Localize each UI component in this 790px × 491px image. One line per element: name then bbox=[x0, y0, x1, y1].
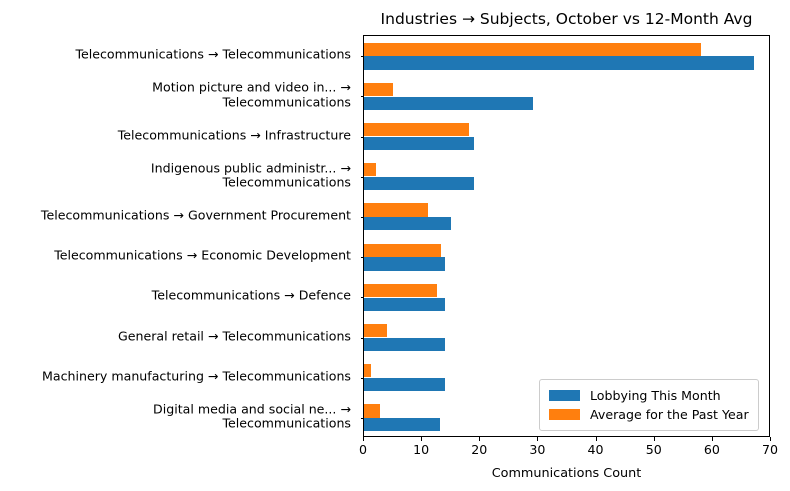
y-tick-mark bbox=[360, 417, 364, 419]
y-tick-label: Indigenous public administr... → Telecom… bbox=[150, 160, 351, 190]
x-tick-label: 20 bbox=[471, 442, 488, 457]
y-tick-label: Motion picture and video in... → Telecom… bbox=[152, 79, 351, 110]
x-tick-mark bbox=[653, 437, 655, 441]
x-tick-label: 30 bbox=[529, 442, 546, 457]
bar-average-past-year bbox=[364, 283, 437, 297]
bar-lobbying-this-month bbox=[364, 56, 754, 70]
bar-lobbying-this-month bbox=[364, 136, 475, 150]
x-tick-mark bbox=[421, 437, 423, 441]
x-tick-label: 70 bbox=[761, 442, 779, 457]
bar-lobbying-this-month bbox=[364, 378, 446, 392]
bar-lobbying-this-month bbox=[364, 257, 446, 271]
legend-swatch-icon bbox=[549, 390, 580, 401]
bar-average-past-year bbox=[364, 404, 380, 418]
y-tick-label: Machinery manufacturing → Telecommunicat… bbox=[41, 368, 351, 384]
y-tick-label: Telecommunications → Defence bbox=[151, 288, 351, 303]
y-axis-labels: Telecommunications → Telecommunications M… bbox=[0, 35, 357, 437]
bar-average-past-year bbox=[364, 123, 469, 137]
x-tick-label: 40 bbox=[587, 442, 604, 457]
y-tick-label: Telecommunications → Government Procurem… bbox=[40, 207, 351, 223]
y-tick-mark bbox=[360, 257, 364, 259]
x-tick-mark bbox=[711, 437, 713, 441]
y-tick-mark bbox=[360, 56, 364, 58]
y-tick-label: Digital media and social ne... → Telecom… bbox=[153, 401, 351, 431]
x-tick-mark bbox=[595, 437, 597, 441]
x-tick-label: 0 bbox=[358, 442, 368, 457]
x-tick-mark bbox=[479, 437, 481, 441]
chart-title: Industries → Subjects, October vs 12-Mon… bbox=[380, 10, 753, 28]
x-tick-label: 60 bbox=[703, 442, 720, 457]
y-tick-mark bbox=[360, 136, 364, 138]
y-tick-label: Telecommunications → Infrastructure bbox=[117, 127, 351, 143]
x-tick-label: 50 bbox=[645, 442, 662, 457]
bar-lobbying-this-month bbox=[364, 217, 452, 231]
bar-average-past-year bbox=[364, 243, 442, 257]
bar-lobbying-this-month bbox=[364, 96, 533, 110]
plot-area bbox=[360, 35, 770, 437]
bar-average-past-year bbox=[364, 324, 388, 338]
bar-lobbying-this-month bbox=[364, 337, 446, 351]
bar-lobbying-this-month bbox=[364, 297, 446, 311]
y-tick-mark bbox=[360, 377, 364, 379]
bar-lobbying-this-month bbox=[364, 418, 440, 432]
bar-average-past-year bbox=[364, 163, 376, 177]
y-tick-mark bbox=[360, 297, 364, 299]
x-axis-title: Communications Count bbox=[491, 466, 642, 481]
legend-item: Average for the Past Year bbox=[549, 405, 749, 424]
y-tick-mark bbox=[360, 216, 364, 218]
x-tick-mark bbox=[363, 437, 364, 441]
y-tick-mark bbox=[360, 96, 364, 98]
x-tick-label: 10 bbox=[413, 442, 430, 457]
y-tick-mark bbox=[360, 176, 364, 178]
y-tick-label: Telecommunications → Telecommunications bbox=[75, 46, 351, 62]
legend-swatch-icon bbox=[549, 409, 580, 420]
y-tick-label: General retail → Telecommunications bbox=[118, 328, 351, 344]
bar-average-past-year bbox=[364, 42, 702, 56]
legend-label: Average for the Past Year bbox=[590, 407, 749, 422]
bar-average-past-year bbox=[364, 364, 371, 378]
x-axis-ticks: 0 10 20 30 40 50 60 70 bbox=[359, 437, 778, 467]
bar-average-past-year bbox=[364, 203, 428, 217]
chart-legend: Lobbying This Month Average for the Past … bbox=[539, 379, 759, 431]
x-tick-mark bbox=[537, 437, 539, 441]
legend-label: Lobbying This Month bbox=[590, 388, 721, 403]
bar-average-past-year bbox=[364, 82, 394, 96]
y-tick-label: Telecommunications → Economic Developmen… bbox=[54, 247, 351, 263]
y-tick-mark bbox=[360, 337, 364, 339]
x-tick-mark bbox=[770, 437, 771, 441]
legend-item: Lobbying This Month bbox=[549, 386, 749, 405]
bar-lobbying-this-month bbox=[364, 177, 475, 191]
